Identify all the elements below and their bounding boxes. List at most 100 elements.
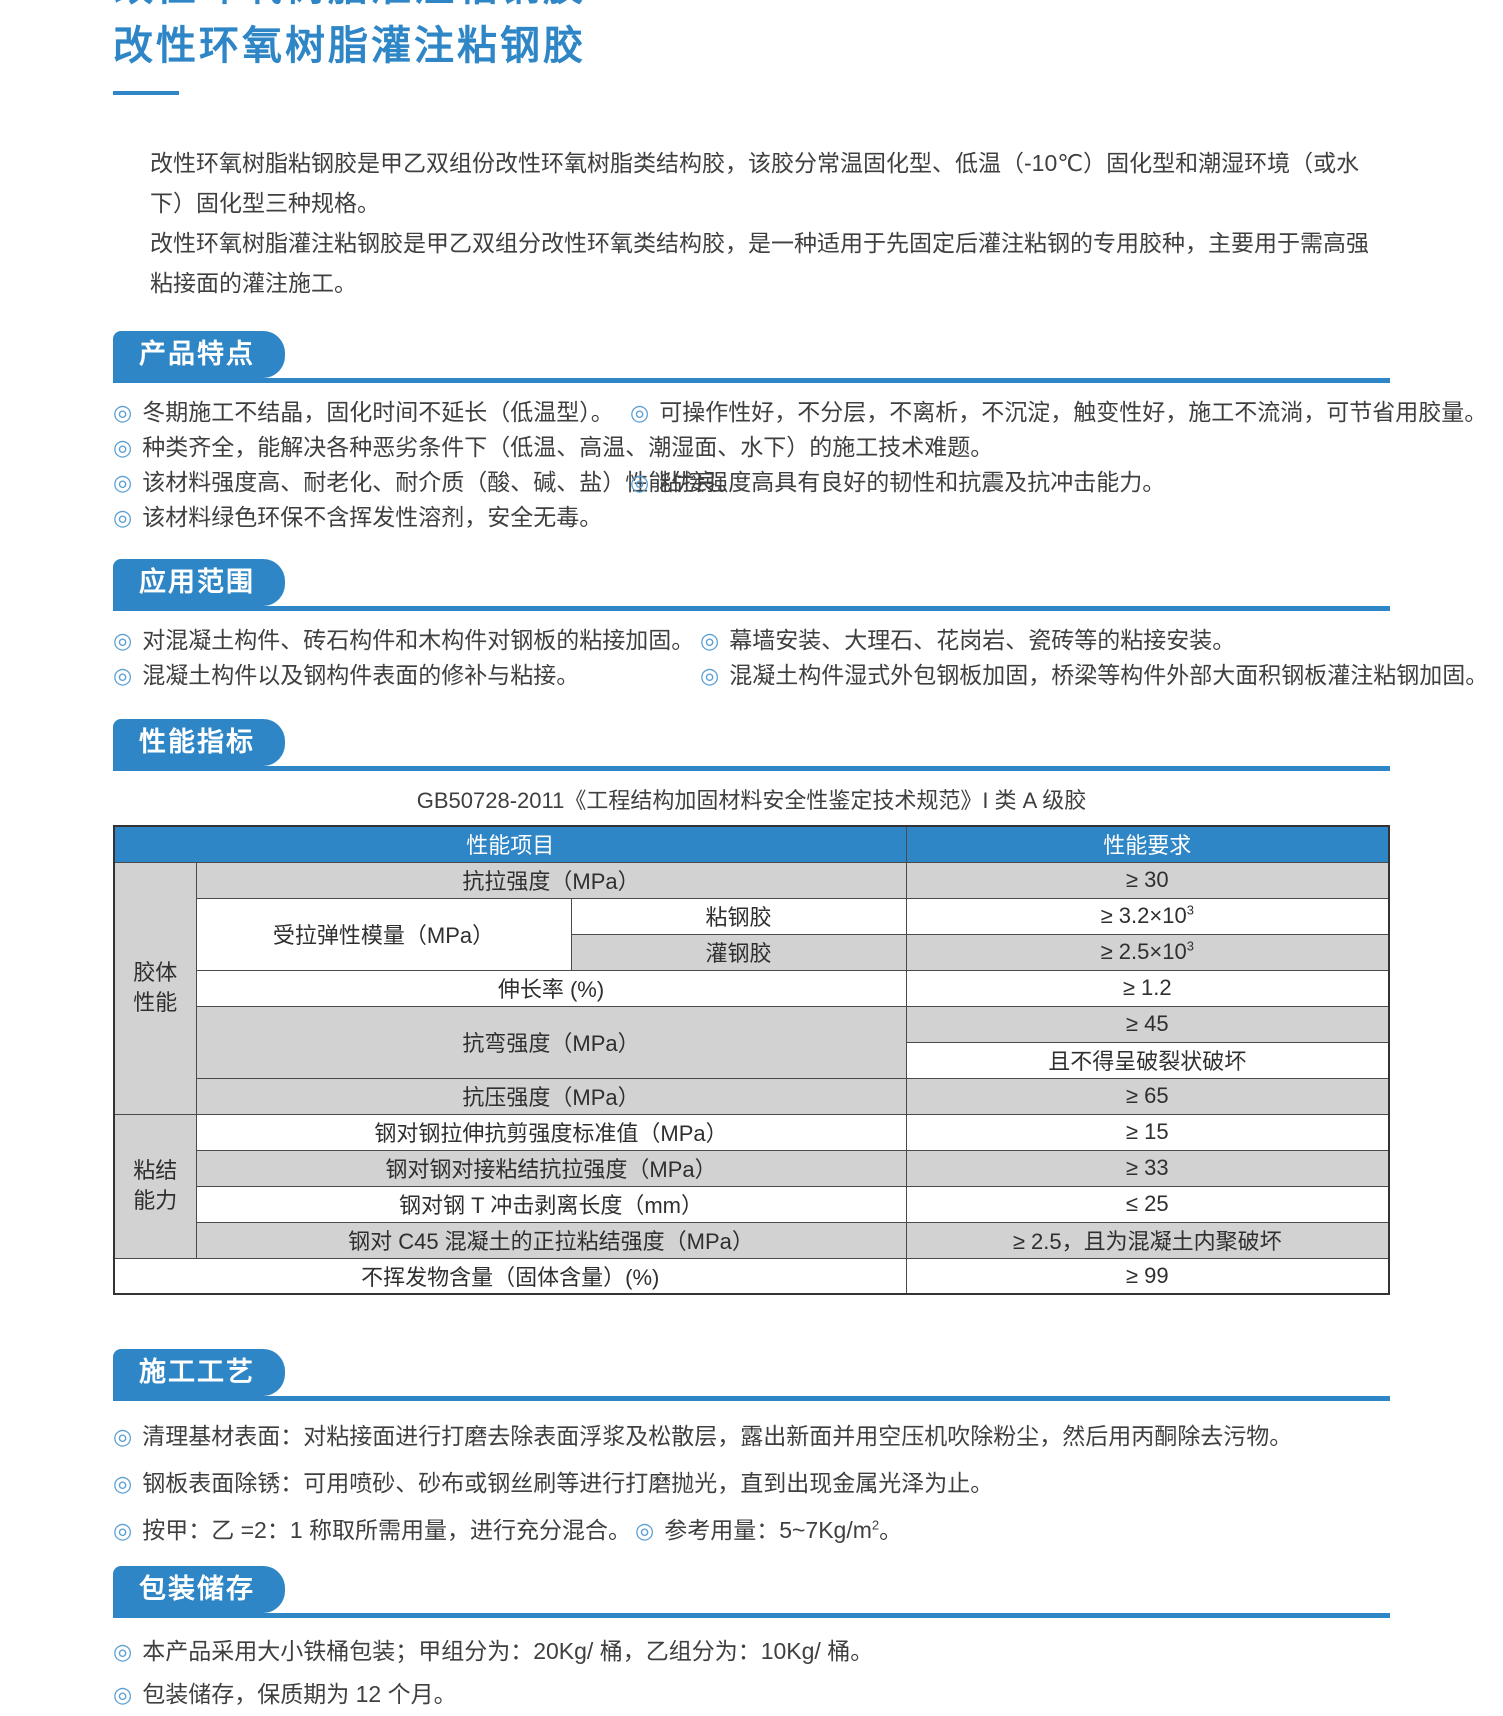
table-header-row: 性能项目 性能要求: [113, 825, 1390, 863]
property-name-cell: 钢对钢 T 冲击剥离长度（mm）: [195, 1185, 907, 1223]
bullet-text: 冬期施工不结晶，固化时间不延长（低温型）。: [142, 399, 614, 425]
column-header-requirement: 性能要求: [905, 825, 1390, 863]
page-title: 改性环氧树脂灌注粘钢胶: [113, 24, 586, 68]
bullet-item: ◎ 种类齐全，能解决各种恶劣条件下（低温、高温、潮湿面、水下）的施工技术难题。: [113, 430, 993, 465]
section-title: 性能指标: [139, 727, 255, 757]
property-name-cell: 钢对 C45 混凝土的正拉粘结强度（MPa）: [195, 1221, 907, 1259]
intro-line: 改性环氧树脂灌注粘钢胶是甲乙双组分改性环氧类结构胶，是一种适用于先固定后灌注粘钢…: [150, 230, 1369, 296]
bullet-item: ◎ 参考用量：5~7Kg/m2。: [635, 1507, 1390, 1554]
bullet-icon: ◎: [113, 1471, 133, 1496]
bullet-text: 本产品采用大小铁桶包装；甲组分为：20Kg/ 桶，乙组分为：10Kg/ 桶。: [142, 1638, 874, 1664]
section-header-features: 产品特点: [113, 331, 1390, 383]
bullet-icon: ◎: [113, 1518, 133, 1543]
requirement-exponent: 3: [1186, 938, 1194, 954]
requirement-cell: ≥ 33: [905, 1149, 1390, 1187]
property-name-cell: 受拉弹性模量（MPa）: [195, 897, 572, 971]
table-row: 抗弯强度（MPa） ≥ 45: [114, 1005, 1390, 1079]
bullet-text: 钢板表面除锈：可用喷砂、砂布或钢丝刷等进行打磨抛光，直到出现金属光泽为止。: [142, 1470, 994, 1496]
bullet-text: 对混凝土构件、砖石构件和木构件对钢板的粘接加固。: [142, 627, 695, 653]
requirement-cell: ≤ 25: [905, 1185, 1390, 1223]
group-label-line: 粘结: [133, 1158, 178, 1183]
bullet-text: 该材料绿色环保不含挥发性溶剂，安全无毒。: [142, 504, 603, 530]
property-name-cell: 抗拉强度（MPa）: [195, 861, 907, 899]
bullet-item: ◎ 按甲：乙 =2：1 称取所需用量，进行充分混合。: [113, 1507, 635, 1554]
table-row: 粘结能力 钢对钢拉伸抗剪强度标准值（MPa） ≥ 15: [113, 1113, 1390, 1259]
group-label-bonding-capacity: 粘结 能力: [113, 1113, 197, 1259]
requirement-cell: ≥ 3.2×103: [905, 897, 1390, 935]
bullet-icon: ◎: [113, 505, 133, 530]
bullet-item: ◎ 冬期施工不结晶，固化时间不延长（低温型）。: [113, 395, 630, 430]
property-name-cell: 钢对钢拉伸抗剪强度标准值（MPa）: [195, 1113, 907, 1151]
bullet-text: 参考用量：5~7Kg/m: [664, 1517, 872, 1543]
bullet-icon: ◎: [700, 628, 720, 653]
table-row: 胶体性能 抗拉强度（MPa） ≥ 30: [113, 861, 1390, 1115]
bullet-item: ◎ 包装储存，保质期为 12 个月。: [113, 1673, 1390, 1716]
requirement-cell: ≥ 65: [905, 1077, 1390, 1115]
requirement-cell: ≥ 15: [905, 1113, 1390, 1151]
bullet-text: 种类齐全，能解决各种恶劣条件下（低温、高温、潮湿面、水下）的施工技术难题。: [142, 434, 994, 460]
table-row: 钢对 C45 混凝土的正拉粘结强度（MPa） ≥ 2.5，且为混凝土内聚破坏: [114, 1221, 1390, 1259]
requirement-cell: ≥ 30: [905, 861, 1390, 899]
table-row: 且不得呈破裂状破坏: [114, 1041, 1390, 1079]
requirement-cell: ≥ 1.2: [905, 969, 1390, 1007]
requirement-cell: 且不得呈破裂状破坏: [905, 1041, 1390, 1079]
section-badge: 应用范围: [113, 559, 285, 606]
bullet-row: ◎ 混凝土构件以及钢构件表面的修补与粘接。 ◎ 混凝土构件湿式外包钢板加固，桥梁等构…: [113, 658, 1488, 693]
bullet-item: ◎ 本产品采用大小铁桶包装；甲组分为：20Kg/ 桶，乙组分为：10Kg/ 桶。: [113, 1630, 1390, 1673]
section-badge: 施工工艺: [113, 1349, 285, 1396]
bullet-row: ◎ 本产品采用大小铁桶包装；甲组分为：20Kg/ 桶，乙组分为：10Kg/ 桶。: [113, 1630, 1390, 1673]
features-bullets: ◎ 冬期施工不结晶，固化时间不延长（低温型）。 ◎ 可操作性好，不分层，不离析，不沉…: [113, 395, 1487, 535]
group-label-line: 性能: [133, 990, 178, 1015]
table-row: 抗压强度（MPa） ≥ 65: [114, 1077, 1390, 1115]
bullet-text-suffix: 。: [879, 1517, 903, 1543]
bullet-icon: ◎: [113, 470, 133, 495]
bullet-row: ◎ 钢板表面除锈：可用喷砂、砂布或钢丝刷等进行打磨抛光，直到出现金属光泽为止。: [113, 1460, 1390, 1507]
bullet-text-exponent: 2: [871, 1517, 880, 1533]
applications-bullets: ◎ 对混凝土构件、砖石构件和木构件对钢板的粘接加固。 ◎ 幕墙安装、大理石、花岗岩、…: [113, 623, 1488, 693]
bullet-row: ◎ 冬期施工不结晶，固化时间不延长（低温型）。 ◎ 可操作性好，不分层，不离析，不沉…: [113, 395, 1487, 430]
bullet-text: 按甲：乙 =2：1 称取所需用量，进行充分混合。: [142, 1517, 631, 1543]
table-row: 钢对钢 T 冲击剥离长度（mm） ≤ 25: [114, 1185, 1390, 1223]
title-underline: [113, 91, 179, 95]
group-label-line: 能力: [133, 1188, 178, 1213]
cropped-title-text: 改性环氧树脂灌注粘钢胶: [113, 0, 1390, 9]
bullet-icon: ◎: [630, 470, 650, 495]
column-header-item: 性能项目: [113, 825, 907, 863]
bullet-text: 清理基材表面：对粘接面进行打磨去除表面浮浆及松散层，露出新面并用空压机吹除粉尘，…: [142, 1423, 1293, 1449]
table-row: 伸长率 (%) ≥ 1.2: [114, 969, 1390, 1007]
property-name-cell: 抗压强度（MPa）: [195, 1077, 907, 1115]
requirement-value: ≥ 2.5×10: [1100, 939, 1187, 964]
bullet-icon: ◎: [635, 1518, 655, 1543]
property-name-cell: 不挥发物含量（固体含量）(%): [113, 1257, 907, 1295]
section-title: 包装储存: [139, 1574, 255, 1604]
section-header-packaging: 包装储存: [113, 1566, 1390, 1618]
bullet-item: ◎ 钢板表面除锈：可用喷砂、砂布或钢丝刷等进行打磨抛光，直到出现金属光泽为止。: [113, 1460, 1390, 1507]
requirement-exponent: 3: [1186, 902, 1194, 918]
bullet-icon: ◎: [113, 1639, 133, 1664]
table-row: 不挥发物含量（固体含量）(%) ≥ 99: [113, 1257, 1390, 1295]
process-bullets: ◎ 清理基材表面：对粘接面进行打磨去除表面浮浆及松散层，露出新面并用空压机吹除粉尘…: [113, 1413, 1390, 1554]
section-badge: 产品特点: [113, 331, 285, 378]
bullet-item: ◎ 混凝土构件以及钢构件表面的修补与粘接。: [113, 658, 700, 693]
bullet-item: ◎ 该材料绿色环保不含挥发性溶剂，安全无毒。: [113, 500, 630, 535]
bullet-icon: ◎: [113, 1682, 133, 1707]
bullet-text: 可操作性好，不分层，不离析，不沉淀，触变性好，施工不流淌，可节省用胶量。: [659, 399, 1488, 425]
requirement-cell: ≥ 2.5，且为混凝土内聚破坏: [905, 1221, 1390, 1259]
bullet-icon: ◎: [113, 1424, 133, 1449]
bullet-row: ◎ 该材料强度高、耐老化、耐介质（酸、碱、盐）性能优良。 ◎ 粘接强度高具有良好的韧…: [113, 465, 1390, 500]
bullet-text: 包装储存，保质期为 12 个月。: [142, 1681, 457, 1707]
bullet-row: ◎ 种类齐全，能解决各种恶劣条件下（低温、高温、潮湿面、水下）的施工技术难题。: [113, 430, 1390, 465]
section-badge: 性能指标: [113, 719, 285, 766]
bullet-text: 该材料强度高、耐老化、耐介质（酸、碱、盐）性能优良。: [142, 469, 741, 495]
bullet-item: ◎ 幕墙安装、大理石、花岗岩、瓷砖等的粘接安装。: [700, 623, 1390, 658]
bullet-icon: ◎: [113, 435, 133, 460]
bullet-row: ◎ 清理基材表面：对粘接面进行打磨去除表面浮浆及松散层，露出新面并用空压机吹除粉尘…: [113, 1413, 1390, 1460]
intro-paragraphs: 改性环氧树脂粘钢胶是甲乙双组份改性环氧树脂类结构胶，该胶分常温固化型、低温（-1…: [113, 143, 1390, 303]
bullet-icon: ◎: [113, 400, 133, 425]
bullet-item: ◎ 该材料强度高、耐老化、耐介质（酸、碱、盐）性能优良。: [113, 465, 740, 500]
bullet-text: 混凝土构件湿式外包钢板加固，桥梁等构件外部大面积钢板灌注粘钢加固。: [729, 662, 1489, 688]
section-header-applications: 应用范围: [113, 559, 1390, 611]
section-title: 产品特点: [139, 339, 255, 369]
bullet-row: ◎ 按甲：乙 =2：1 称取所需用量，进行充分混合。 ◎ 参考用量：5~7Kg/m2…: [113, 1507, 1390, 1554]
group-label-line: 胶体: [133, 960, 178, 985]
